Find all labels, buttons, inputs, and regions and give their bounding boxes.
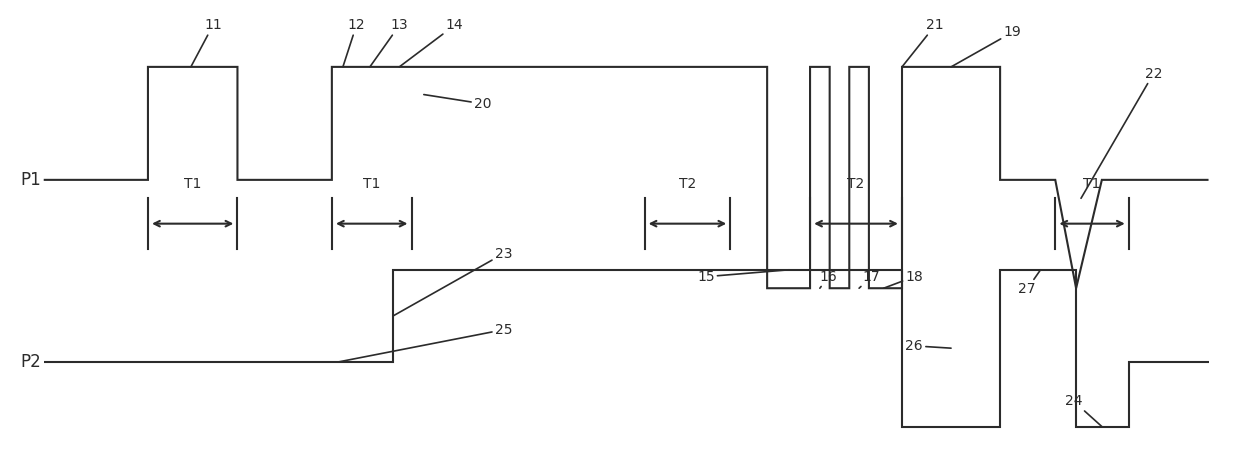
Text: 19: 19 [951, 25, 1022, 67]
Text: T2: T2 [847, 177, 864, 191]
Text: T1: T1 [184, 177, 201, 191]
Text: P1: P1 [21, 171, 41, 189]
Text: 17: 17 [859, 270, 880, 288]
Text: 13: 13 [370, 19, 408, 67]
Text: 22: 22 [1081, 67, 1162, 198]
Text: T2: T2 [678, 177, 696, 191]
Text: 15: 15 [697, 270, 789, 284]
Text: 11: 11 [191, 19, 222, 67]
Text: 18: 18 [884, 270, 923, 288]
Text: 14: 14 [399, 19, 464, 67]
Text: T1: T1 [363, 177, 381, 191]
Text: 25: 25 [339, 323, 512, 362]
Text: 26: 26 [905, 339, 951, 353]
Text: 23: 23 [393, 247, 512, 316]
Text: 20: 20 [424, 95, 491, 111]
Text: 21: 21 [901, 19, 944, 67]
Text: 16: 16 [820, 270, 837, 288]
Text: 12: 12 [343, 19, 366, 67]
Text: 27: 27 [1018, 270, 1040, 296]
Text: P2: P2 [21, 353, 41, 371]
Text: 24: 24 [1065, 394, 1102, 427]
Text: T1: T1 [1084, 177, 1101, 191]
